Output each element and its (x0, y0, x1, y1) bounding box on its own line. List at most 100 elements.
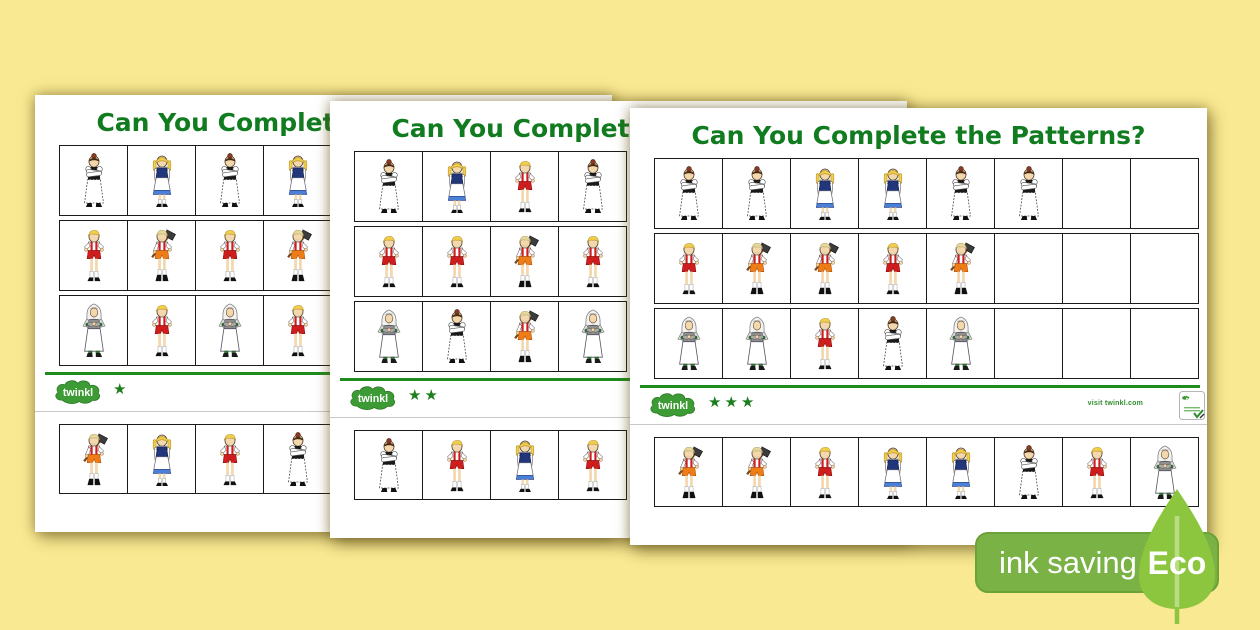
figure-boy (875, 238, 911, 299)
cell-mother (858, 308, 927, 379)
cell-empty (1130, 158, 1199, 229)
pattern-rows (59, 145, 332, 370)
figure-woodcutter (739, 442, 775, 503)
cutout-strip (654, 437, 1199, 507)
cell-boy (59, 220, 128, 291)
cell-empty (1130, 308, 1199, 379)
figure-mother (212, 150, 248, 211)
figure-mother (439, 306, 475, 367)
cell-boy (790, 437, 859, 507)
footer-rule (45, 372, 605, 375)
figure-boy (371, 231, 407, 292)
visit-twinkl-text: visit twinkl.com (1087, 400, 1143, 407)
cell-girl (858, 158, 927, 229)
ink-saving-label: ink saving (999, 545, 1137, 580)
figure-grandma (76, 300, 112, 361)
cell-woodcutter (263, 220, 332, 291)
figure-mother (371, 156, 407, 217)
cell-grandma (1130, 437, 1199, 507)
cell-boy (490, 151, 559, 222)
figure-boy (144, 300, 180, 361)
difficulty-stars: ★ (113, 380, 130, 398)
figure-mother (943, 163, 979, 224)
pattern-row (59, 220, 332, 291)
cell-mother (354, 151, 423, 222)
figure-mother (280, 429, 316, 490)
figure-boy (507, 156, 543, 217)
difficulty-stars: ★★ (408, 386, 441, 404)
figure-mother (371, 435, 407, 496)
figure-boy (575, 231, 611, 292)
cell-girl (422, 151, 491, 222)
figure-woodcutter (807, 238, 843, 299)
cell-woodcutter (926, 233, 995, 304)
figure-woodcutter (144, 225, 180, 286)
cell-girl (926, 437, 995, 507)
cell-mother (263, 424, 332, 494)
figure-grandma (943, 313, 979, 374)
pattern-row (59, 145, 332, 216)
figure-girl (439, 156, 475, 217)
cell-boy (1062, 437, 1131, 507)
figure-grandma (371, 306, 407, 367)
twinkl-logo-text: twinkl (658, 400, 688, 412)
figure-girl (875, 163, 911, 224)
page-divider (330, 417, 907, 418)
cell-mother (59, 145, 128, 216)
page-divider (630, 424, 1207, 425)
cell-grandma (654, 308, 723, 379)
footer-rule (640, 385, 1200, 388)
twinkl-logo: twinkl (51, 378, 105, 406)
cell-boy (354, 226, 423, 297)
pattern-row (654, 158, 1199, 229)
difficulty-stars: ★★★ (708, 393, 758, 411)
cell-empty (1130, 233, 1199, 304)
figure-boy (280, 300, 316, 361)
figure-mother (671, 163, 707, 224)
cell-woodcutter (490, 301, 559, 372)
cell-mother (195, 145, 264, 216)
cell-boy (790, 308, 859, 379)
cutout-strip (354, 430, 627, 500)
figure-woodcutter (507, 306, 543, 367)
cell-woodcutter (722, 233, 791, 304)
cell-boy (422, 226, 491, 297)
figure-mother (1011, 442, 1047, 503)
figure-boy (212, 225, 248, 286)
pattern-row (354, 301, 627, 372)
cell-mother (422, 301, 491, 372)
figure-grandma (575, 306, 611, 367)
cell-mother (558, 151, 627, 222)
figure-mother (575, 156, 611, 217)
figure-grandma (212, 300, 248, 361)
twinkl-logo-text: twinkl (358, 393, 388, 405)
figure-grandma (739, 313, 775, 374)
cell-mother (994, 158, 1063, 229)
figure-woodcutter (280, 225, 316, 286)
cell-boy (195, 424, 264, 494)
cutout-strip (59, 424, 332, 494)
figure-girl (807, 163, 843, 224)
twinkl-quality-badge: twinkl (1179, 391, 1205, 420)
cell-empty (994, 233, 1063, 304)
cell-mother (654, 158, 723, 229)
cell-woodcutter (59, 424, 128, 494)
cell-empty (1062, 158, 1131, 229)
figure-mother (76, 150, 112, 211)
figure-boy (439, 231, 475, 292)
cell-boy (654, 233, 723, 304)
pattern-row (654, 308, 1199, 379)
cell-boy (558, 226, 627, 297)
cell-grandma (195, 295, 264, 366)
figure-girl (144, 150, 180, 211)
figure-woodcutter (76, 429, 112, 490)
pattern-row (354, 226, 627, 297)
figure-boy (807, 313, 843, 374)
cell-grandma (59, 295, 128, 366)
figure-boy (76, 225, 112, 286)
cell-woodcutter (722, 437, 791, 507)
footer-rule (340, 378, 900, 381)
cell-mother (722, 158, 791, 229)
figure-grandma (671, 313, 707, 374)
